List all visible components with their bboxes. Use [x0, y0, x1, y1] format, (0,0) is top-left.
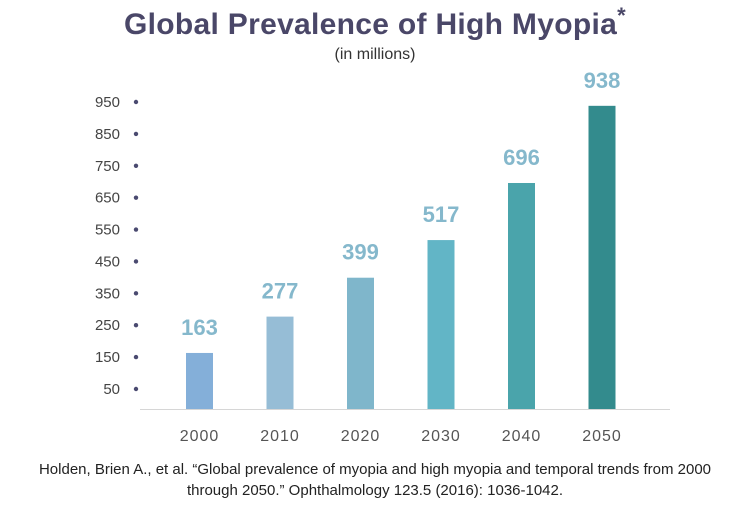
y-tick-dot: [133, 354, 139, 360]
x-tick-label: 2030: [421, 428, 461, 445]
y-tick-dot: [133, 323, 139, 328]
y-tick-dot: [133, 291, 139, 296]
y-tick-label: 750: [95, 158, 120, 175]
bar-value-label: 938: [584, 68, 621, 93]
chart-title: Global Prevalence of High Myopia*: [0, 5, 750, 42]
x-tick-label: 2040: [502, 428, 542, 445]
y-tick-dot: [133, 99, 139, 105]
y-tick-label: 950: [95, 94, 120, 111]
citation: Holden, Brien A., et al. “Global prevale…: [38, 461, 712, 499]
x-tick-label: 2010: [260, 428, 300, 445]
bar: [427, 240, 455, 409]
bar-value-label: 517: [423, 202, 460, 227]
bar-value-label: 399: [342, 240, 379, 265]
chart-subtitle: (in millions): [334, 46, 416, 63]
y-tick-label: 650: [95, 190, 120, 207]
bar: [186, 352, 213, 409]
chart-title-text: Global Prevalence of High Myopia: [124, 8, 618, 41]
title-asterisk: *: [617, 3, 626, 28]
y-tick-label: 150: [95, 349, 120, 366]
y-tick-label: 350: [95, 285, 120, 302]
y-tick-label: 450: [95, 253, 120, 270]
bar: [588, 105, 616, 410]
bar-value-label: 696: [503, 145, 540, 170]
x-tick-label: 2050: [582, 428, 622, 445]
y-tick-dot: [133, 227, 139, 232]
y-tick-label: 50: [103, 381, 120, 398]
y-tick-dot: [133, 386, 139, 392]
y-tick-dot: [133, 259, 139, 264]
y-tick-label: 850: [95, 126, 120, 143]
bar-value-label: 163: [181, 315, 218, 340]
y-tick-dot: [133, 195, 139, 200]
bar: [347, 277, 374, 409]
y-tick-label: 250: [95, 317, 120, 334]
y-tick-dot: [133, 163, 139, 168]
x-tick-label: 2000: [180, 428, 220, 445]
bar-value-label: 277: [262, 279, 299, 304]
bar-chart: 50 150 250 350 450 550 650 750 850 950 163 2000 277 2…: [95, 68, 670, 445]
bar: [508, 182, 535, 409]
y-tick-dot: [133, 131, 139, 137]
y-tick-label: 550: [95, 222, 120, 239]
x-tick-label: 2020: [341, 428, 381, 445]
bar: [266, 316, 294, 409]
